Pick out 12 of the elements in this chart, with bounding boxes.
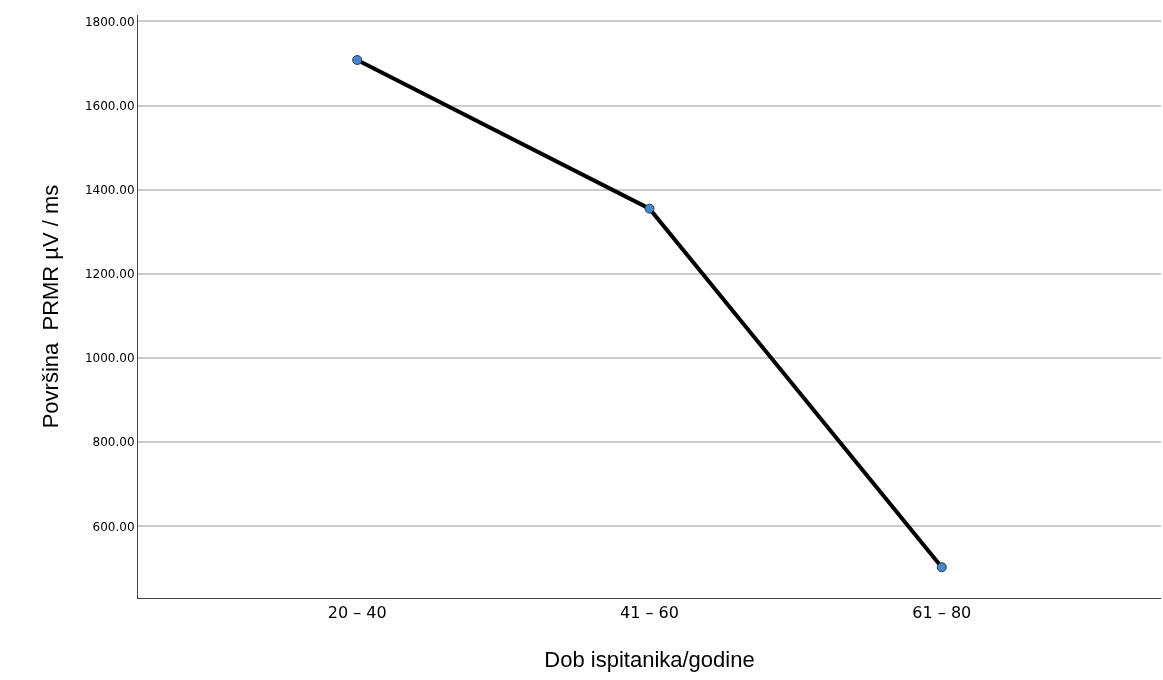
y-tick-label: 800.00 [92,435,135,450]
y-tick-label: 1200.00 [84,267,135,282]
x-tick-label: 20 – 40 [327,603,387,623]
y-tick-label: 1400.00 [84,182,135,197]
y-tick-label: 1800.00 [84,14,135,29]
y-axis-title: Površina PRMR µV / ms [37,184,63,429]
y-tick-label: 1000.00 [84,351,135,366]
y-tick-label: 600.00 [92,519,135,534]
x-tick-label: 61 – 80 [912,603,972,623]
x-axis-title: Dob ispitanika/godine [544,647,755,673]
x-tick-label: 41 – 60 [620,603,679,623]
y-tick-label: 1600.00 [84,98,135,113]
